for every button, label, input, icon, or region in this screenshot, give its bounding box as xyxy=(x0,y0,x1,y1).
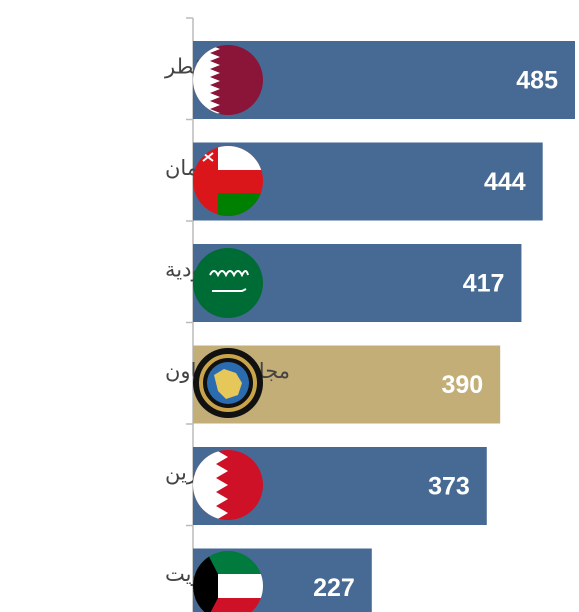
flags xyxy=(193,45,263,612)
value-label: 390 xyxy=(441,371,483,399)
flag-saudi xyxy=(193,248,263,318)
flag-qatar xyxy=(193,45,263,115)
flag-gcc xyxy=(193,348,263,418)
value-label: 227 xyxy=(313,574,355,602)
value-label: 485 xyxy=(516,67,558,95)
value-label: 444 xyxy=(484,168,526,196)
value-label: 373 xyxy=(428,473,470,501)
flag-bahrain xyxy=(193,450,263,520)
value-label: 417 xyxy=(463,270,505,298)
